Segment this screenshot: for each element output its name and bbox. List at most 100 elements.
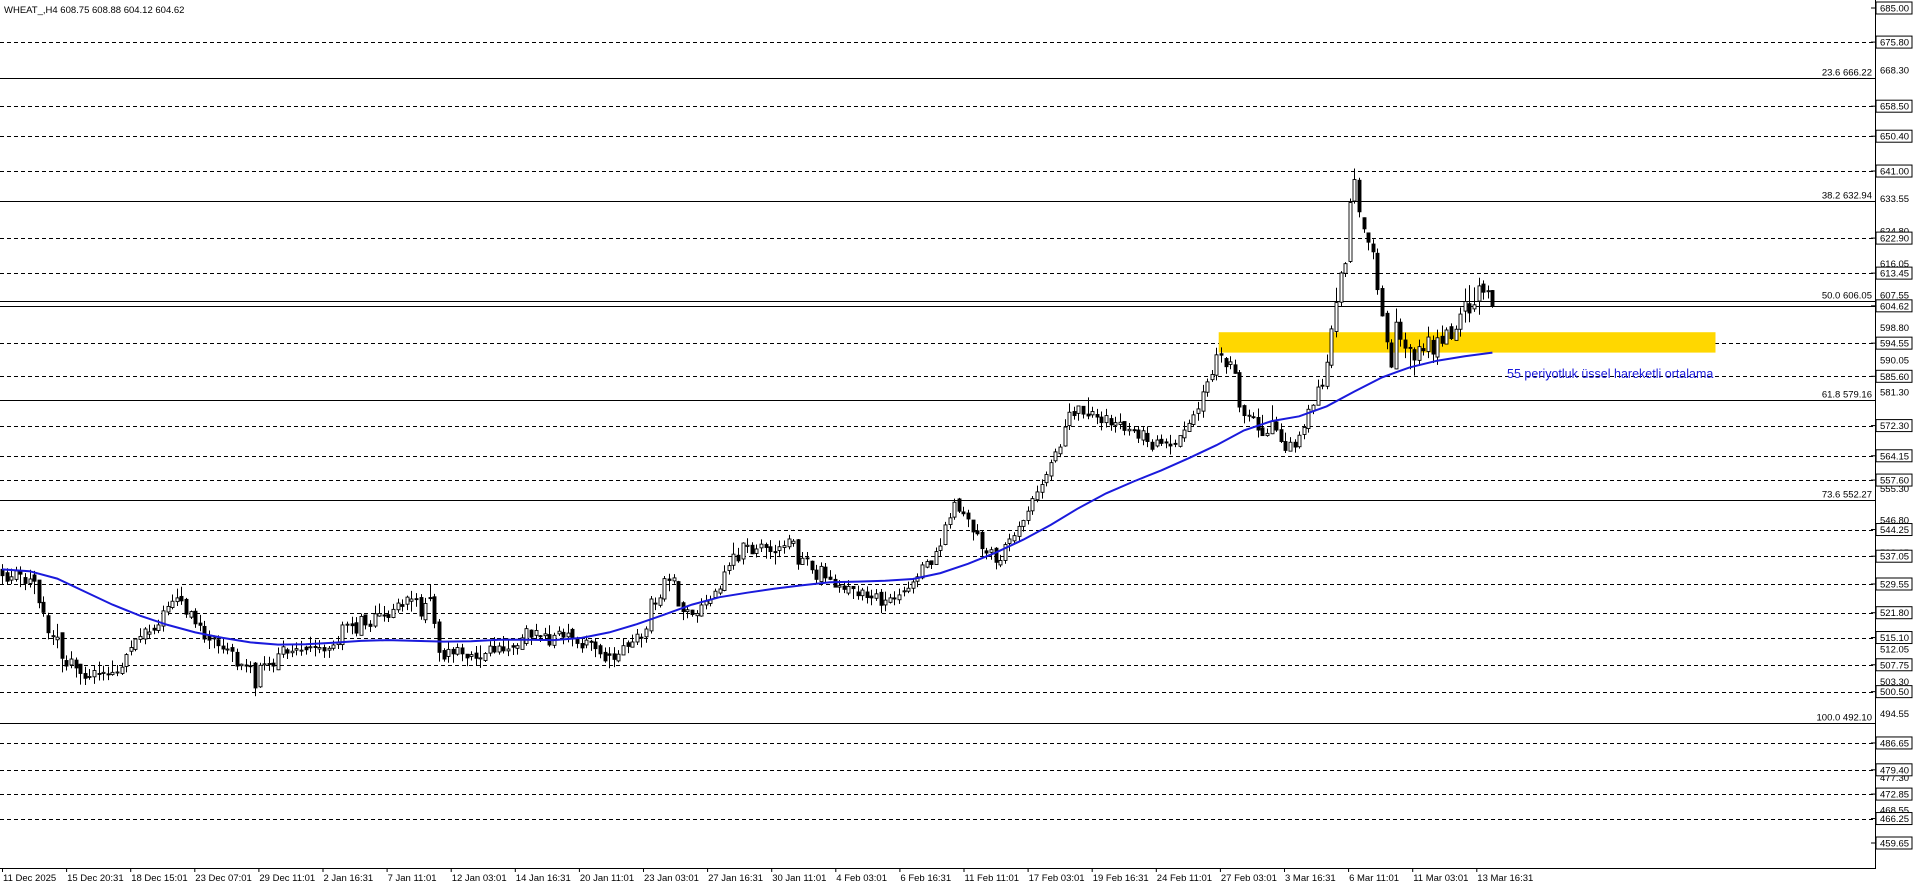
- price-tag-label: 585.60: [1880, 372, 1909, 383]
- price-tag-label: 459.65: [1880, 839, 1909, 850]
- candle: [1127, 422, 1132, 436]
- candle: [262, 656, 267, 671]
- candle: [1412, 347, 1417, 376]
- price-tag-label: 544.25: [1880, 525, 1909, 536]
- candle: [1486, 285, 1491, 299]
- candle: [865, 586, 870, 604]
- candle: [46, 612, 51, 640]
- candle: [1408, 344, 1413, 370]
- fibonacci-levels: 23.6 666.22 38.2 632.94 50.0 606.05 61.8 57…: [0, 68, 1875, 724]
- candle: [1017, 521, 1022, 541]
- time-tick-label: 11 Dec 2025: [3, 873, 56, 884]
- price-tick-label: 477.30: [1880, 773, 1909, 784]
- candle: [690, 609, 695, 617]
- candle: [1251, 412, 1256, 419]
- candle: [474, 646, 479, 665]
- time-tick-label: 17 Feb 03:01: [1029, 873, 1085, 884]
- candle: [1072, 406, 1077, 420]
- candle: [460, 643, 465, 662]
- candle: [235, 648, 240, 671]
- time-tick-label: 11 Feb 11:01: [965, 873, 1020, 884]
- price-tag-label: 658.50: [1880, 102, 1909, 113]
- candle: [1007, 533, 1012, 552]
- candle: [892, 591, 897, 606]
- candle: [989, 546, 994, 560]
- candle: [184, 597, 189, 618]
- candle: [465, 653, 470, 667]
- price-tag-label: 479.40: [1880, 765, 1909, 776]
- price-level-tag: 622.90: [1871, 231, 1913, 245]
- candle: [994, 547, 999, 570]
- candle: [1260, 414, 1265, 437]
- candle: [1182, 421, 1187, 442]
- candle: [1357, 177, 1362, 218]
- price-tick-label: 598.80: [1880, 323, 1909, 334]
- candle: [437, 619, 442, 662]
- candle: [911, 578, 916, 594]
- candle: [354, 617, 359, 637]
- candle: [961, 506, 966, 517]
- price-tag-label: 472.85: [1880, 790, 1909, 801]
- ema-line: [1, 351, 1493, 646]
- candle: [1449, 323, 1454, 340]
- candle: [1191, 410, 1196, 427]
- price-tag-label: 564.15: [1880, 451, 1909, 462]
- price-tag-label: 594.55: [1880, 339, 1909, 350]
- fib-label-4: 73.6 552.27: [1822, 490, 1872, 501]
- price-level-tag: 658.50: [1871, 99, 1913, 113]
- candle: [276, 647, 281, 671]
- candle: [1150, 439, 1155, 452]
- candle: [110, 660, 115, 676]
- candle: [1320, 378, 1325, 390]
- candle: [869, 589, 874, 606]
- candle: [782, 540, 787, 554]
- candle: [106, 666, 111, 681]
- candle: [317, 640, 322, 654]
- time-tick-label: 18 Dec 15:01: [131, 873, 188, 884]
- candle: [1044, 471, 1049, 487]
- candle: [497, 642, 502, 655]
- candle: [580, 638, 585, 653]
- candle: [386, 610, 391, 622]
- candle: [92, 665, 97, 684]
- candle: [777, 540, 782, 558]
- candle: [1109, 414, 1114, 431]
- candles: [0, 168, 1495, 697]
- candle: [1293, 439, 1298, 453]
- candle: [1224, 357, 1229, 374]
- candle: [1136, 425, 1141, 444]
- candle: [442, 648, 447, 662]
- candle: [658, 594, 663, 608]
- candle: [244, 659, 249, 673]
- candle: [1122, 421, 1127, 436]
- candle: [1463, 288, 1468, 323]
- candle: [78, 663, 83, 685]
- candle: [888, 593, 893, 604]
- candle: [60, 632, 65, 673]
- candle: [124, 653, 129, 673]
- candle: [446, 641, 451, 663]
- price-level-tag: 685.00: [1871, 1, 1913, 15]
- candle: [621, 639, 626, 656]
- time-tick-label: 6 Mar 11:01: [1349, 873, 1399, 884]
- candle: [1247, 409, 1252, 422]
- candle: [1398, 318, 1403, 347]
- time-tick-label: 13 Mar 16:31: [1477, 873, 1533, 884]
- candle: [722, 565, 727, 592]
- chart-header: WHEAT_,H4 608.75 608.88 604.12 604.62: [4, 5, 184, 16]
- candle: [524, 625, 529, 646]
- candle: [736, 547, 741, 563]
- time-tick-label: 4 Feb 03:01: [836, 873, 887, 884]
- candle: [455, 643, 460, 656]
- price-level-tag: 613.45: [1871, 266, 1913, 280]
- price-level-tag: 479.40: [1871, 763, 1913, 777]
- candle: [667, 573, 672, 592]
- candle: [87, 669, 92, 680]
- time-tick-label: 23 Jan 03:01: [644, 873, 699, 884]
- ema-annotation: 55 periyotluk üssel hareketli ortalama: [1507, 367, 1713, 381]
- price-tag-label: 529.55: [1880, 579, 1909, 590]
- candle: [1472, 287, 1477, 312]
- price-tag-label: 613.45: [1880, 269, 1909, 280]
- candle: [1205, 378, 1210, 397]
